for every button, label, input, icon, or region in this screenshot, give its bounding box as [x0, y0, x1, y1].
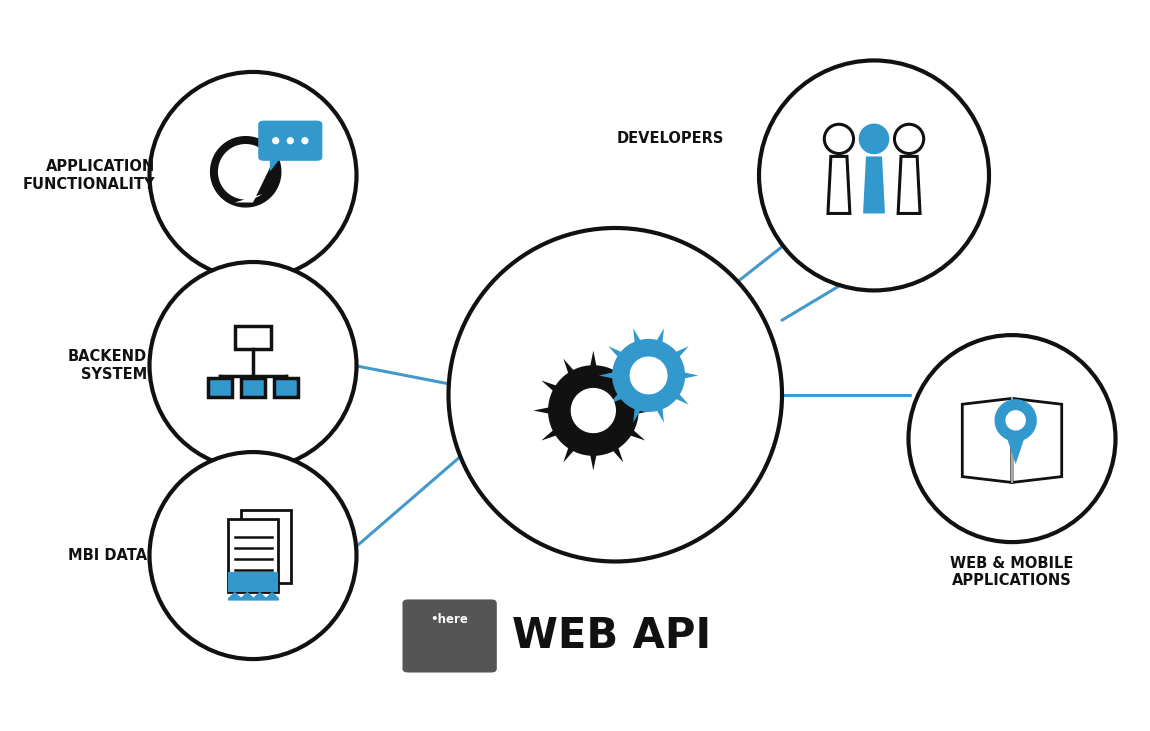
- Polygon shape: [270, 156, 282, 172]
- FancyBboxPatch shape: [228, 519, 278, 592]
- Polygon shape: [963, 398, 1012, 482]
- Polygon shape: [534, 351, 653, 471]
- Ellipse shape: [150, 452, 356, 659]
- Polygon shape: [288, 138, 293, 143]
- Polygon shape: [859, 124, 889, 154]
- Polygon shape: [273, 138, 278, 143]
- Ellipse shape: [908, 335, 1116, 542]
- FancyBboxPatch shape: [242, 378, 264, 397]
- Text: •here: •here: [431, 613, 468, 626]
- Text: BACKEND
SYSTEM: BACKEND SYSTEM: [68, 349, 147, 382]
- Polygon shape: [302, 138, 308, 143]
- Text: APPLICATION
FUNCTIONALITY: APPLICATION FUNCTIONALITY: [23, 159, 155, 192]
- Text: WEB & MOBILE
APPLICATIONS: WEB & MOBILE APPLICATIONS: [950, 556, 1074, 588]
- Polygon shape: [828, 156, 850, 213]
- Text: WEB API: WEB API: [512, 615, 711, 657]
- FancyBboxPatch shape: [242, 510, 291, 583]
- Polygon shape: [630, 357, 667, 394]
- Ellipse shape: [825, 124, 853, 154]
- Ellipse shape: [150, 262, 356, 469]
- Polygon shape: [599, 328, 698, 423]
- Ellipse shape: [150, 72, 356, 279]
- Polygon shape: [898, 156, 920, 213]
- FancyBboxPatch shape: [274, 378, 298, 397]
- Text: MBI DATA: MBI DATA: [68, 548, 147, 563]
- Ellipse shape: [448, 228, 782, 561]
- Polygon shape: [1005, 433, 1026, 464]
- FancyBboxPatch shape: [402, 599, 497, 673]
- Polygon shape: [1012, 398, 1061, 482]
- FancyBboxPatch shape: [235, 326, 271, 349]
- Polygon shape: [1006, 411, 1025, 430]
- Ellipse shape: [895, 124, 923, 154]
- Ellipse shape: [759, 61, 989, 290]
- FancyBboxPatch shape: [208, 378, 232, 397]
- Polygon shape: [572, 389, 615, 433]
- FancyBboxPatch shape: [259, 121, 322, 161]
- Polygon shape: [210, 137, 281, 207]
- FancyBboxPatch shape: [228, 572, 278, 592]
- Text: DEVELOPERS: DEVELOPERS: [618, 132, 724, 146]
- Polygon shape: [995, 400, 1036, 441]
- Polygon shape: [217, 144, 273, 202]
- Polygon shape: [862, 156, 886, 213]
